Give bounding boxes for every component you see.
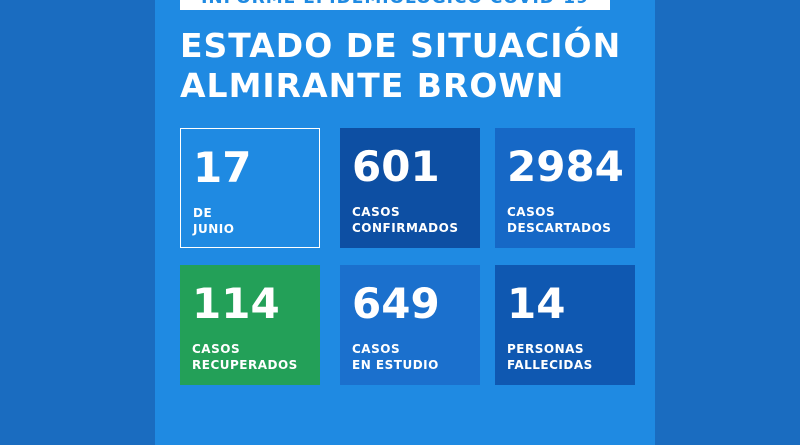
label-line: DESCARTADOS bbox=[507, 221, 612, 235]
label-line: FALLECIDAS bbox=[507, 358, 593, 372]
label-line: JUNIO bbox=[193, 222, 235, 236]
stat-number: 114 bbox=[192, 279, 280, 328]
stat-card: 601 CASOS CONFIRMADOS bbox=[340, 128, 480, 248]
stat-number: 2984 bbox=[507, 142, 624, 191]
label-line: CASOS bbox=[352, 342, 401, 356]
banner: INFORME EPIDEMIOLÓGICO COVID-19 bbox=[180, 0, 610, 10]
side-pattern bbox=[0, 0, 155, 445]
stat-card: 14 PERSONAS FALLECIDAS bbox=[495, 265, 635, 385]
stat-card: 649 CASOS EN ESTUDIO bbox=[340, 265, 480, 385]
stat-card: 17 DE JUNIO bbox=[180, 128, 320, 248]
label-line: DE bbox=[193, 206, 213, 220]
label-line: RECUPERADOS bbox=[192, 358, 298, 372]
stat-label: CASOS CONFIRMADOS bbox=[352, 204, 459, 236]
stat-label: CASOS EN ESTUDIO bbox=[352, 341, 439, 373]
label-line: PERSONAS bbox=[507, 342, 585, 356]
side-pattern bbox=[645, 0, 800, 445]
stat-label: PERSONAS FALLECIDAS bbox=[507, 341, 593, 373]
label-line: CASOS bbox=[192, 342, 241, 356]
stat-number: 649 bbox=[352, 279, 440, 328]
label-line: CASOS bbox=[507, 205, 556, 219]
label-line: CASOS bbox=[352, 205, 401, 219]
stat-card: 2984 CASOS DESCARTADOS bbox=[495, 128, 635, 248]
label-line: EN ESTUDIO bbox=[352, 358, 439, 372]
stat-number: 601 bbox=[352, 142, 440, 191]
stat-label: DE JUNIO bbox=[193, 205, 234, 237]
title: ALMIRANTE BROWN bbox=[180, 66, 565, 105]
label-line: CONFIRMADOS bbox=[352, 221, 459, 235]
stat-card: 114 CASOS RECUPERADOS bbox=[180, 265, 320, 385]
stat-number: 17 bbox=[193, 143, 252, 192]
stat-label: CASOS DESCARTADOS bbox=[507, 204, 611, 236]
stat-number: 14 bbox=[507, 279, 566, 328]
title: ESTADO DE SITUACIÓN bbox=[180, 26, 622, 65]
stat-label: CASOS RECUPERADOS bbox=[192, 341, 298, 373]
